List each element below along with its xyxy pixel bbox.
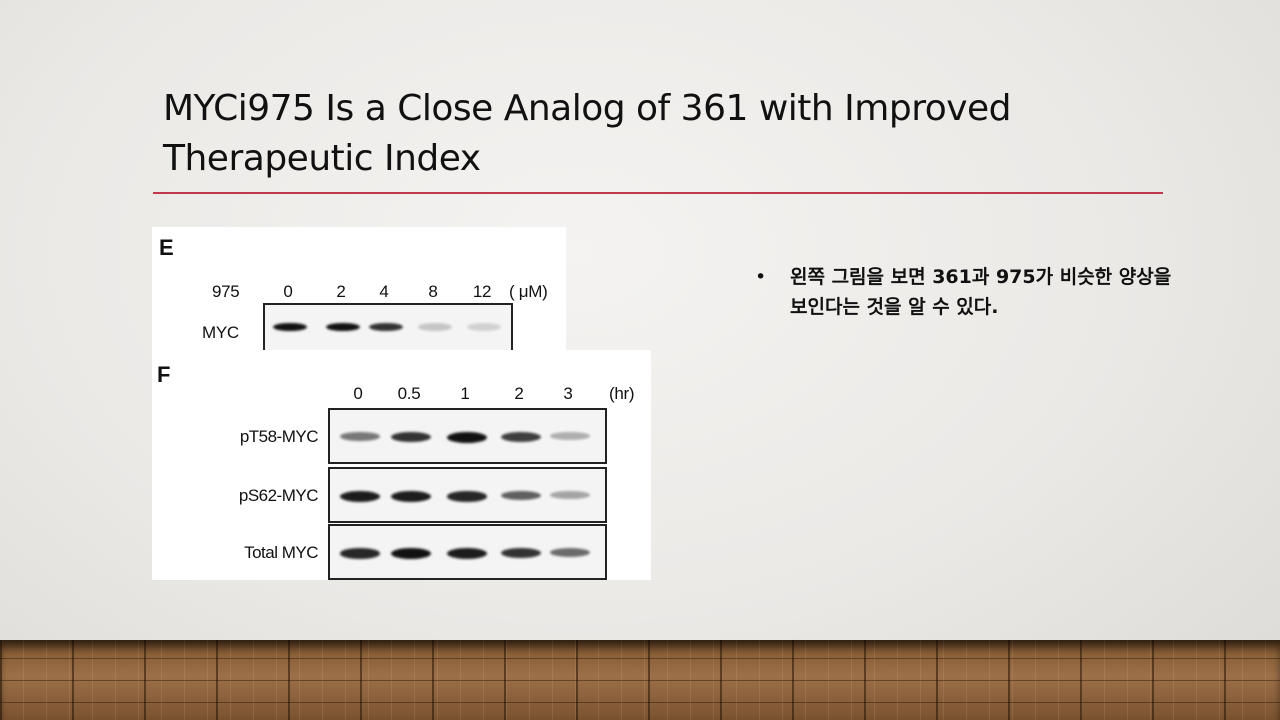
dose-label: 0 (283, 282, 293, 301)
blot-band (447, 432, 487, 443)
wood-floor-decoration (0, 640, 1280, 720)
blot-row-label: pT58-MYC (239, 427, 319, 446)
myc-band (326, 323, 360, 331)
myc-band (467, 323, 501, 331)
dose-label: 12 (472, 282, 492, 301)
myc-row-label: MYC (202, 323, 239, 342)
time-label: 1 (460, 384, 470, 403)
title-underline (153, 192, 1163, 194)
blot-band (501, 432, 541, 442)
slide-title: MYCi975 Is a Close Analog of 361 with Im… (163, 88, 1012, 179)
figure-panel-f: F 0 0.5 1 2 3 (hr) pT58-MYC pS62-MYC Total MYC (152, 350, 651, 580)
bullet-list: • 왼쪽 그림을 보면 361과 975가 비슷한 양상을 보인다는 것을 알 … (755, 262, 1175, 322)
blot-band (501, 548, 541, 559)
blot-strip (328, 524, 607, 580)
blot-band (391, 548, 431, 559)
dose-label: 8 (428, 282, 438, 301)
blot-band (340, 491, 380, 502)
blot-row-label: Total MYC (244, 543, 318, 562)
blot-band (391, 491, 431, 502)
blot-band (391, 432, 431, 443)
blot-band (550, 432, 590, 440)
dose-label: 4 (379, 282, 389, 301)
blot-band (340, 548, 380, 559)
blot-band (447, 491, 487, 502)
myc-band (273, 323, 307, 331)
blot-band (501, 491, 541, 501)
blot-strip (328, 467, 607, 523)
myc-band (418, 323, 452, 331)
panel-e-label: E (159, 235, 174, 260)
blot-band (550, 548, 590, 557)
bullet-dot-icon: • (755, 266, 767, 288)
time-unit: (hr) (609, 384, 635, 403)
blot-band (447, 548, 487, 559)
blot-band (550, 491, 590, 499)
dose-unit: ( μM) (509, 282, 548, 301)
myc-band (369, 323, 403, 331)
bullet-item: • 왼쪽 그림을 보면 361과 975가 비슷한 양상을 보인다는 것을 알 … (755, 262, 1175, 322)
time-label: 3 (563, 384, 573, 403)
compound-label: 975 (212, 282, 240, 301)
panel-f-label: F (157, 362, 171, 387)
blot-strip (328, 408, 607, 464)
myc-blot (263, 303, 513, 355)
time-label: 0 (353, 384, 363, 403)
dose-label: 2 (336, 282, 346, 301)
time-label: 2 (514, 384, 524, 403)
blot-band (340, 432, 380, 441)
time-label: 0.5 (397, 384, 421, 403)
blot-row-label: pS62-MYC (238, 486, 319, 505)
bullet-text: 왼쪽 그림을 보면 361과 975가 비슷한 양상을 보인다는 것을 알 수 … (790, 266, 1172, 318)
figure-panel-e: E 975 0 2 4 8 12 ( μM) MYC (152, 227, 566, 355)
